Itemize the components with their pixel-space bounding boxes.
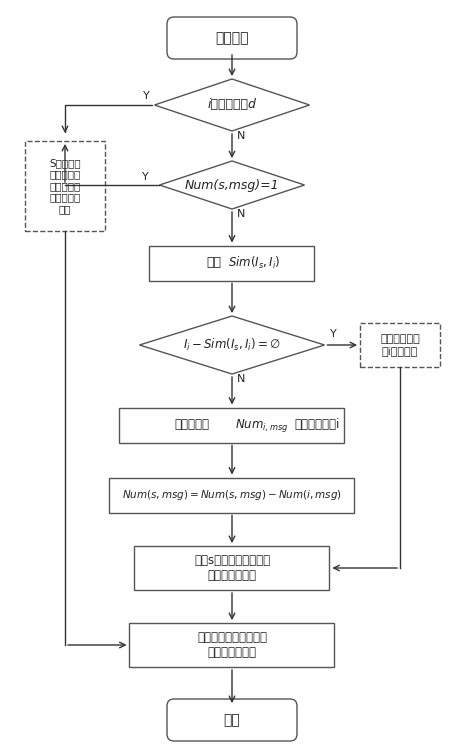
Text: N: N (237, 131, 245, 141)
Text: 将副本数量: 将副本数量 (174, 419, 209, 432)
Text: N: N (237, 374, 245, 384)
Text: 信息不通过节
点i进行转发: 信息不通过节 点i进行转发 (379, 334, 419, 356)
Polygon shape (139, 316, 324, 374)
Text: 的信息分配给i: 的信息分配给i (294, 419, 339, 432)
Text: Y: Y (142, 91, 149, 101)
Text: 将信息交付给目的节点
并删除相应副本: 将信息交付给目的节点 并删除相应副本 (197, 631, 266, 659)
Bar (134, 546, 329, 590)
Text: Y: Y (141, 172, 148, 182)
Bar (25, 141, 105, 231)
Text: 节点s携带信息继续移动
直至遇到新节点: 节点s携带信息继续移动 直至遇到新节点 (194, 554, 269, 582)
Text: $Sim(I_s, I_i)$: $Sim(I_s, I_i)$ (227, 255, 280, 271)
Text: S不通过任
何节点进行
消息转发直
至遇到目的
节点: S不通过任 何节点进行 消息转发直 至遇到目的 节点 (49, 158, 81, 214)
Polygon shape (154, 79, 309, 131)
Polygon shape (159, 161, 304, 209)
Bar (129, 623, 334, 667)
Bar (119, 408, 344, 442)
FancyBboxPatch shape (167, 17, 296, 59)
Bar (359, 323, 439, 367)
Bar (149, 245, 314, 280)
Text: Num(s,msg)=1: Num(s,msg)=1 (184, 178, 279, 192)
Text: $Num(s,msg) = Num(s,msg) - Num(i,msg)$: $Num(s,msg) = Num(s,msg) - Num(i,msg)$ (122, 488, 341, 502)
Bar (109, 478, 354, 513)
Text: 计算: 计算 (206, 256, 221, 269)
Text: $Num_{i,msg}$: $Num_{i,msg}$ (235, 417, 288, 433)
Text: i为目的节点d: i为目的节点d (207, 99, 256, 111)
Text: Y: Y (329, 329, 336, 339)
Text: 结束: 结束 (223, 713, 240, 727)
Text: 算法开始: 算法开始 (215, 31, 248, 45)
Text: N: N (237, 209, 245, 219)
Text: $I_i - Sim(I_s, I_i) = \emptyset$: $I_i - Sim(I_s, I_i) = \emptyset$ (183, 337, 280, 353)
FancyBboxPatch shape (167, 699, 296, 741)
